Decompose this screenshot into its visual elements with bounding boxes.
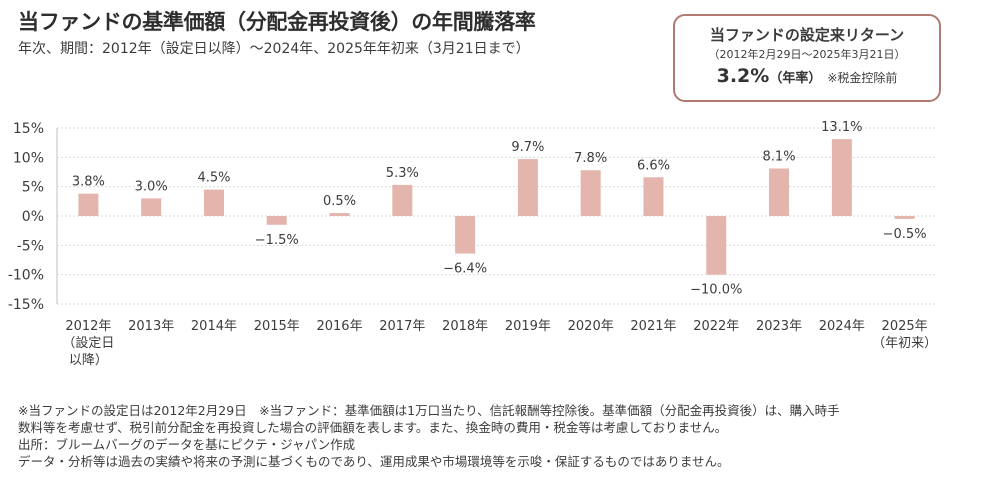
- return-box-period: （2012年2月29日〜2025年3月21日）: [708, 48, 906, 61]
- data-label: 13.1%: [821, 120, 862, 135]
- data-label: −0.5%: [883, 227, 927, 242]
- data-label: 7.8%: [574, 151, 607, 166]
- data-label: 6.6%: [637, 158, 670, 173]
- bar: [643, 177, 664, 216]
- footnote-line: 数料等を考慮せず、税引前分配金を再投資した場合の評価額を表します。また、換金時の…: [18, 420, 728, 435]
- y-tick-label: 5%: [22, 180, 44, 196]
- footnote-line: ※当ファンドの設定日は2012年2月29日 ※当ファンド：基準価額は1万口当たり…: [18, 403, 840, 418]
- x-tick-label: 2022年: [693, 319, 739, 334]
- footnotes: ※当ファンドの設定日は2012年2月29日 ※当ファンド：基準価額は1万口当たり…: [18, 402, 968, 470]
- bar: [266, 216, 287, 225]
- bar: [580, 170, 601, 216]
- bar: [203, 189, 224, 216]
- bar: [706, 216, 727, 275]
- data-label: 0.5%: [323, 194, 356, 209]
- bar: [769, 168, 790, 216]
- data-label: 3.8%: [72, 175, 105, 190]
- bar: [455, 216, 476, 254]
- x-tick-label: 2023年: [756, 319, 802, 334]
- bar: [894, 216, 915, 219]
- x-tick-label: 2018年: [442, 319, 488, 334]
- y-tick-label: 0%: [22, 209, 44, 225]
- x-tick-label: 2017年: [379, 319, 425, 334]
- x-tick-label: 2014年: [191, 319, 237, 334]
- bar: [329, 213, 350, 216]
- chart-title: 当ファンドの基準価額（分配金再投資後）の年間騰落率: [18, 10, 536, 34]
- x-tick-label: 2020年: [568, 319, 614, 334]
- bar: [517, 159, 538, 216]
- annual-return-bar-chart: 15% 10% 5% 0% -5% -10% -15% 3.8% 2012年（設定日以降） 3.0…: [8, 120, 937, 368]
- x-tick-label: 2021年: [630, 319, 676, 334]
- footnote-line: データ・分析等は過去の実績や将来の予測に基づくものであり、運用成果や市場環境等を…: [18, 454, 730, 469]
- return-box-value-line: 3.2%（年率） ※税金控除前: [675, 65, 939, 87]
- data-label: 9.7%: [511, 140, 544, 155]
- x-tick-label: （設定日: [62, 335, 114, 351]
- return-value: 3.2%: [716, 65, 770, 87]
- data-label: 8.1%: [763, 149, 796, 164]
- data-label: 4.5%: [197, 171, 230, 186]
- x-tick-label: 2013年: [128, 319, 174, 334]
- bar: [831, 139, 852, 216]
- bar: [141, 198, 162, 216]
- x-tick-label: 2016年: [316, 319, 362, 334]
- chart-subtitle: 年次、期間：2012年（設定日以降）〜2024年、2025年年初来（3月21日ま…: [18, 41, 530, 57]
- x-tick-label: 2015年: [254, 319, 300, 334]
- y-tick-label: -10%: [8, 268, 44, 284]
- footnote-line: 出所：ブルームバーグのデータを基にピクテ・ジャパン作成: [18, 437, 356, 452]
- data-label: 3.0%: [135, 179, 168, 194]
- data-label: −1.5%: [255, 233, 299, 248]
- x-tick-label: 以降）: [69, 353, 108, 368]
- y-tick-label: 15%: [13, 121, 44, 137]
- x-tick-label: 2012年: [65, 319, 111, 334]
- return-box-title: 当ファンドの設定来リターン: [709, 26, 905, 44]
- x-tick-label: 2024年: [819, 319, 865, 334]
- data-label: 5.3%: [386, 166, 419, 181]
- return-note: ※税金控除前: [827, 71, 898, 85]
- y-tick-label: -15%: [8, 297, 44, 313]
- data-label: −6.4%: [443, 262, 487, 277]
- return-unit: （年率）: [769, 71, 822, 86]
- y-tick-label: 10%: [13, 150, 44, 166]
- since-inception-return-box: 当ファンドの設定来リターン （2012年2月29日〜2025年3月21日） 3.…: [673, 14, 941, 102]
- bar: [392, 184, 413, 216]
- y-tick-label: -5%: [17, 238, 44, 254]
- bar: [78, 193, 99, 216]
- x-tick-label: 2019年: [505, 319, 551, 334]
- data-label: −10.0%: [690, 283, 742, 298]
- x-tick-label: 2025年: [882, 319, 928, 334]
- x-tick-label: （年初来）: [872, 336, 937, 351]
